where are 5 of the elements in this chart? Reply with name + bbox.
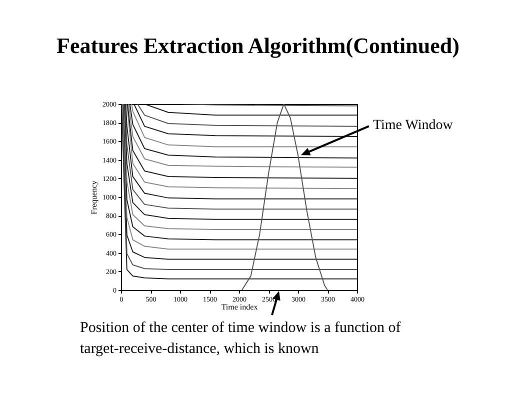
annotation: Time Window <box>372 118 454 134</box>
y-axis-title: Frequency <box>90 180 98 214</box>
text: Position of the center of time window is a function of target-receive-distance, which is known <box>80 320 401 357</box>
chart-title: Features Extraction Algorithm(Continued) <box>56 33 460 58</box>
x-axis-title: Time index <box>221 302 258 312</box>
